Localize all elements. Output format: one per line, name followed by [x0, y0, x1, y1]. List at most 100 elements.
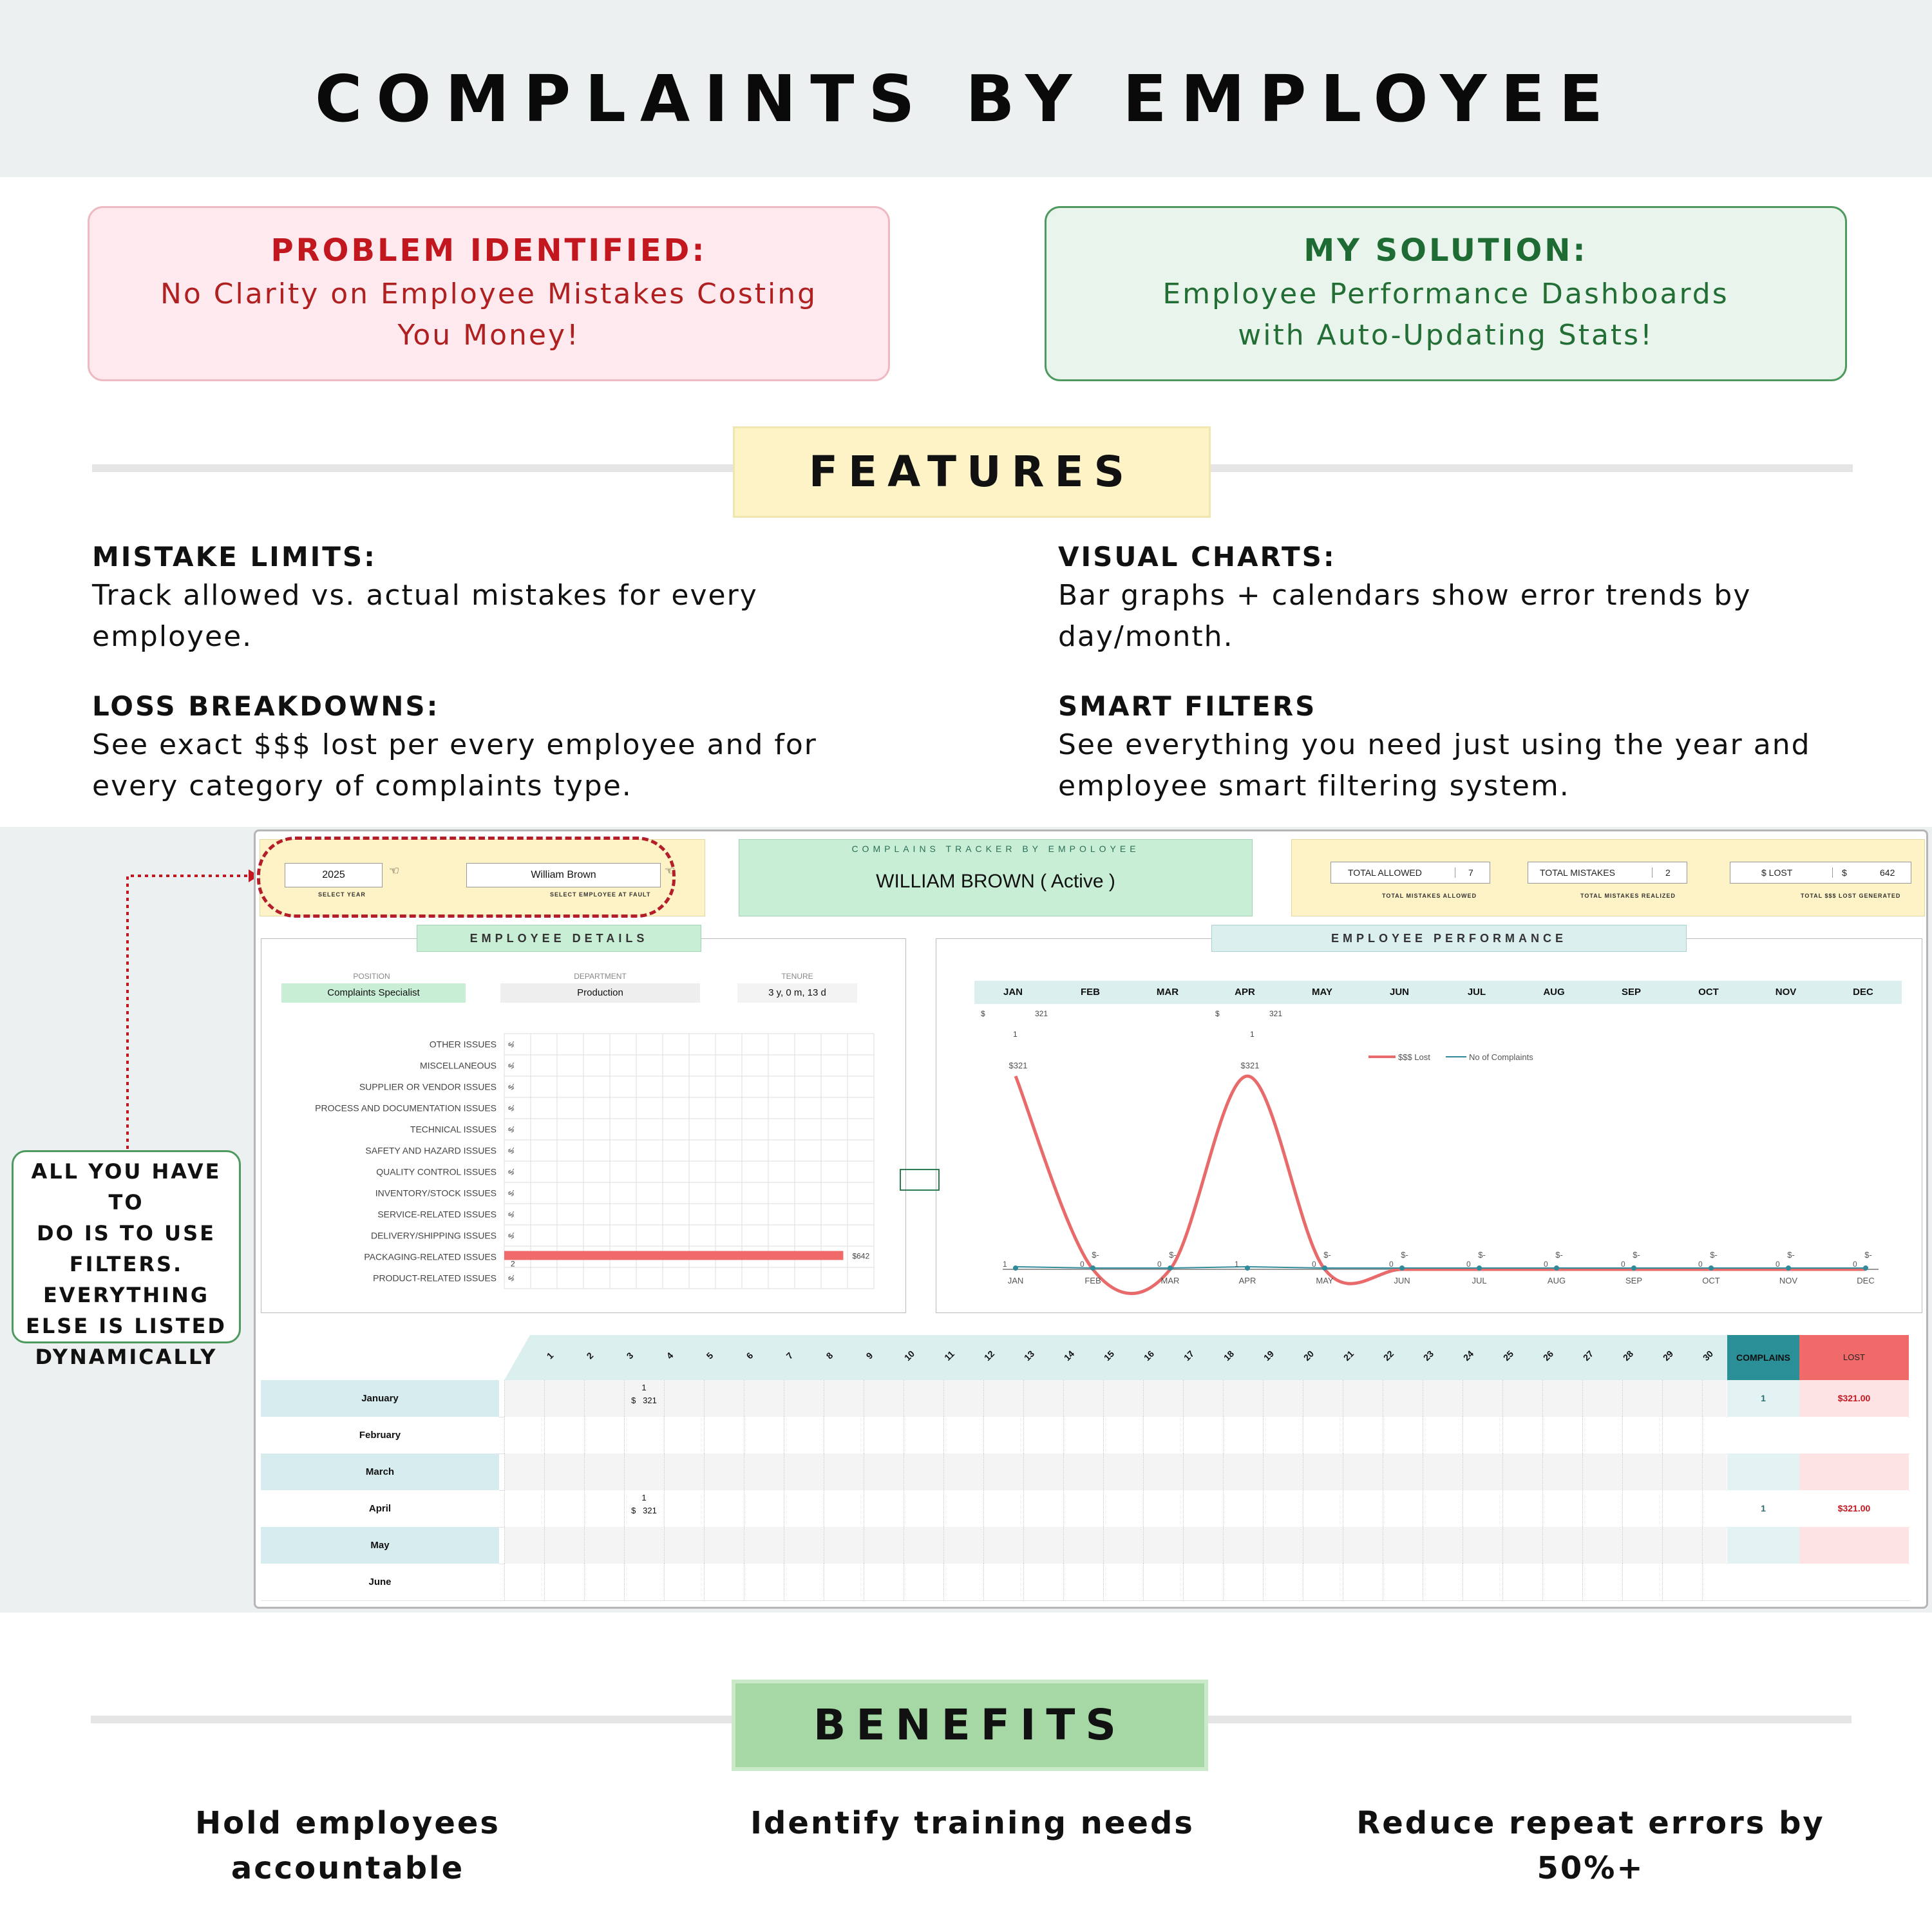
day-cell-divider — [1023, 1417, 1025, 1454]
data-label: $- — [1323, 1250, 1331, 1260]
x-tick-label: JUN — [1394, 1276, 1410, 1285]
day-cell-divider — [744, 1417, 745, 1454]
day-cell-divider — [1343, 1454, 1344, 1490]
complaints-point — [1245, 1265, 1250, 1271]
day-cell-divider — [1702, 1454, 1703, 1490]
day-cell-divider — [943, 1527, 945, 1564]
calendar-day-cells — [504, 1380, 1727, 1417]
calendar-day-cells — [504, 1454, 1727, 1490]
day-cell-divider — [784, 1417, 785, 1454]
count-label: 0 — [1080, 1260, 1084, 1269]
day-cell-divider — [1143, 1454, 1144, 1490]
day-cell-divider — [1502, 1417, 1504, 1454]
day-cell-divider — [744, 1527, 745, 1564]
category-label: PROCESS AND DOCUMENTATION ISSUES — [315, 1103, 497, 1113]
day-cell-divider — [943, 1380, 945, 1417]
day-cell-divider — [1582, 1380, 1584, 1417]
count-label: 0 — [1312, 1260, 1316, 1269]
x-tick-label: FEB — [1084, 1276, 1101, 1285]
day-cell-divider — [624, 1380, 625, 1417]
day-cell-divider — [624, 1490, 625, 1527]
tracker-title-box: COMPLAINS TRACKER BY EMPOLOYEE WILLIAM B… — [739, 839, 1253, 916]
tenure-value: 3 y, 0 m, 13 d — [737, 983, 857, 1003]
category-label: OTHER ISSUES — [430, 1039, 497, 1050]
day-cell-divider — [784, 1454, 785, 1490]
employee-name: WILLIAM BROWN ( Active ) — [876, 871, 1115, 892]
day-cell-divider — [1542, 1454, 1544, 1490]
benefit-line: 50%+ — [1537, 1850, 1645, 1886]
day-cell-divider — [504, 1527, 506, 1564]
data-label: $- — [1401, 1250, 1408, 1260]
day-cell-divider — [943, 1564, 945, 1600]
day-cell-divider — [1502, 1564, 1504, 1600]
day-cell-divider — [1223, 1454, 1224, 1490]
day-cell-divider — [1063, 1527, 1065, 1564]
complaints-point — [1013, 1265, 1018, 1271]
category-label: SERVICE-RELATED ISSUES — [377, 1209, 497, 1220]
day-cell-divider — [544, 1527, 545, 1564]
day-cell-divider — [904, 1527, 905, 1564]
employee-select[interactable]: William Brown — [466, 863, 661, 887]
calendar-day-cells — [504, 1564, 1727, 1600]
filter-box: 2025 ☜ SELECT YEAR William Brown ☜ SELEC… — [260, 839, 705, 916]
day-cell-divider — [1702, 1417, 1703, 1454]
feature-text: Bar graphs + calendars show error trends… — [1058, 579, 1752, 612]
category-label: TECHNICAL ISSUES — [410, 1124, 497, 1135]
day-cell-divider — [1103, 1454, 1104, 1490]
day-cell-divider — [664, 1490, 665, 1527]
day-cell-divider — [1662, 1417, 1663, 1454]
lost-cell: $321.00 — [1799, 1380, 1909, 1417]
callout-line: DO IS TO USE — [36, 1221, 216, 1245]
day-cell-divider — [1023, 1454, 1025, 1490]
complaints-point — [1399, 1265, 1405, 1271]
zero-label: $- — [506, 1060, 517, 1070]
day-cell-divider — [824, 1564, 825, 1600]
perf-apr-count: 1 — [1250, 1030, 1255, 1039]
feature-text: See everything you need just using the y… — [1058, 728, 1811, 761]
day-cell-divider — [1023, 1527, 1025, 1564]
day-cell-divider — [544, 1454, 545, 1490]
year-select[interactable]: 2025 — [285, 863, 383, 887]
day-cell-divider — [1383, 1527, 1384, 1564]
complaints-line — [1015, 1265, 1866, 1269]
day-cell-divider — [1582, 1490, 1584, 1527]
day-cell-divider — [1702, 1490, 1703, 1527]
day-cell-divider — [1423, 1527, 1424, 1564]
day-cell-divider — [664, 1527, 665, 1564]
selected-cell[interactable] — [900, 1169, 940, 1191]
data-label: $- — [1092, 1250, 1099, 1260]
feature-visual-charts: VISUAL CHARTS: Bar graphs + calendars sh… — [1058, 541, 1921, 658]
day-cell-divider — [983, 1564, 985, 1600]
complaints-point — [1863, 1265, 1868, 1271]
day-cell-divider — [1542, 1527, 1544, 1564]
category-label: DELIVERY/SHIPPING ISSUES — [371, 1231, 497, 1241]
benefit-reduce-errors: Reduce repeat errors by 50%+ — [1340, 1801, 1842, 1891]
calendar-day-cells — [504, 1417, 1727, 1454]
feature-title: VISUAL CHARTS: — [1058, 541, 1336, 573]
day-cell-divider — [584, 1490, 585, 1527]
day-cell-divider — [544, 1490, 545, 1527]
day-cell-divider — [943, 1454, 945, 1490]
legend-label: No of Complaints — [1469, 1052, 1533, 1062]
day-cell-divider — [504, 1454, 506, 1490]
day-cell-divider — [1622, 1380, 1624, 1417]
month-header: OCT — [1670, 981, 1748, 1004]
complains-cell: 1 — [1727, 1380, 1799, 1417]
day-cell-divider — [1103, 1527, 1104, 1564]
day-cell-divider — [1582, 1564, 1584, 1600]
day-cell-divider — [983, 1417, 985, 1454]
zero-label: $- — [506, 1124, 517, 1134]
data-label: $- — [1633, 1250, 1640, 1260]
stat-caption: TOTAL $$$ LOST GENERATED — [1801, 893, 1901, 899]
day-cell-divider — [824, 1417, 825, 1454]
day-cell-divider — [1423, 1417, 1424, 1454]
day-cell-divider — [864, 1417, 865, 1454]
calendar-row: May — [261, 1527, 1909, 1564]
data-label: $- — [1478, 1250, 1486, 1260]
day-cell-divider — [983, 1380, 985, 1417]
day-cell-divider — [1343, 1417, 1344, 1454]
pointer-icon: ☜ — [389, 864, 400, 877]
feature-text: every category of complaints type. — [92, 770, 632, 802]
day-cell-divider — [1183, 1454, 1184, 1490]
day-cell-divider — [1143, 1380, 1144, 1417]
